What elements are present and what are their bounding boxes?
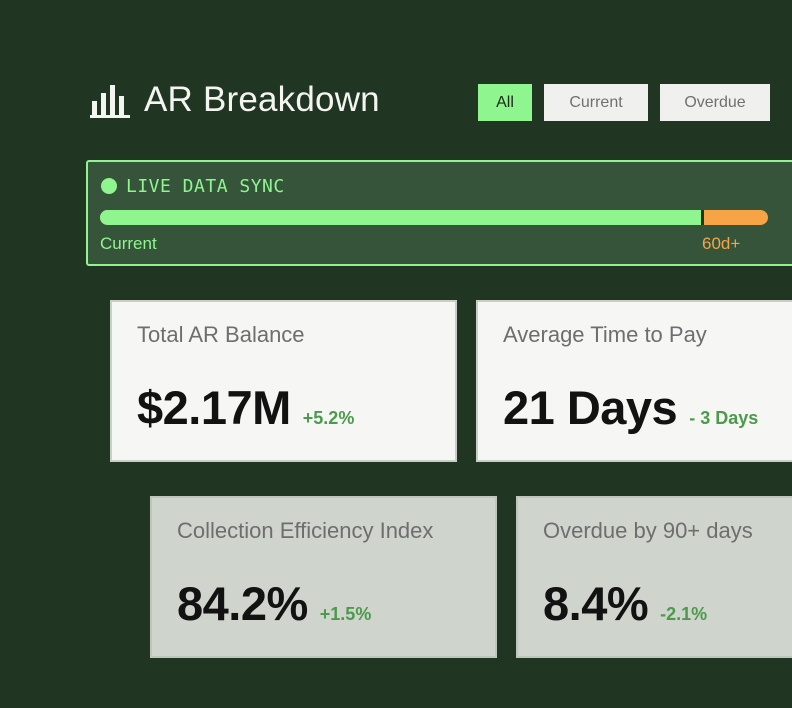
metric-value: $2.17M xyxy=(137,381,291,434)
metric-value: 21 Days xyxy=(503,381,678,434)
metric-label: Average Time to Pay xyxy=(503,322,707,347)
filter-tabs: All Current Overdue xyxy=(478,84,770,121)
metric-card-collection-efficiency: Collection Efficiency Index 84.2% +1.5% xyxy=(150,496,497,658)
metric-delta: -2.1% xyxy=(660,604,708,624)
legend-overdue-label: 60d+ xyxy=(702,234,741,253)
filter-all-button[interactable]: All xyxy=(478,84,532,121)
legend-current-label: Current xyxy=(100,234,157,253)
metric-label: Collection Efficiency Index xyxy=(177,518,434,543)
filter-overdue-button[interactable]: Overdue xyxy=(660,84,770,121)
metric-delta: +1.5% xyxy=(319,604,372,624)
live-status-dot-icon xyxy=(101,178,117,194)
page-title: AR Breakdown xyxy=(144,80,380,119)
ar-aging-progress-bar xyxy=(100,210,768,225)
metric-card-total-ar: Total AR Balance $2.17M +5.2% xyxy=(110,300,457,462)
metric-card-avg-time-to-pay: Average Time to Pay 21 Days - 3 Days xyxy=(476,300,792,462)
metric-delta: - 3 Days xyxy=(689,408,759,428)
ar-current-fill xyxy=(100,210,705,225)
metric-label: Overdue by 90+ days xyxy=(543,518,753,543)
live-sync-panel: LIVE DATA SYNC Current 60d+ xyxy=(86,160,792,266)
metric-label: Total AR Balance xyxy=(137,322,305,347)
bar-chart-icon xyxy=(90,82,130,118)
metric-card-overdue-90: Overdue by 90+ days 8.4% -2.1% xyxy=(516,496,792,658)
filter-current-button[interactable]: Current xyxy=(544,84,648,121)
metric-delta: +5.2% xyxy=(302,408,355,428)
metric-value: 8.4% xyxy=(543,577,649,630)
page-header: AR Breakdown xyxy=(90,80,380,120)
metric-value: 84.2% xyxy=(177,577,308,630)
live-sync-label: LIVE DATA SYNC xyxy=(126,176,285,197)
